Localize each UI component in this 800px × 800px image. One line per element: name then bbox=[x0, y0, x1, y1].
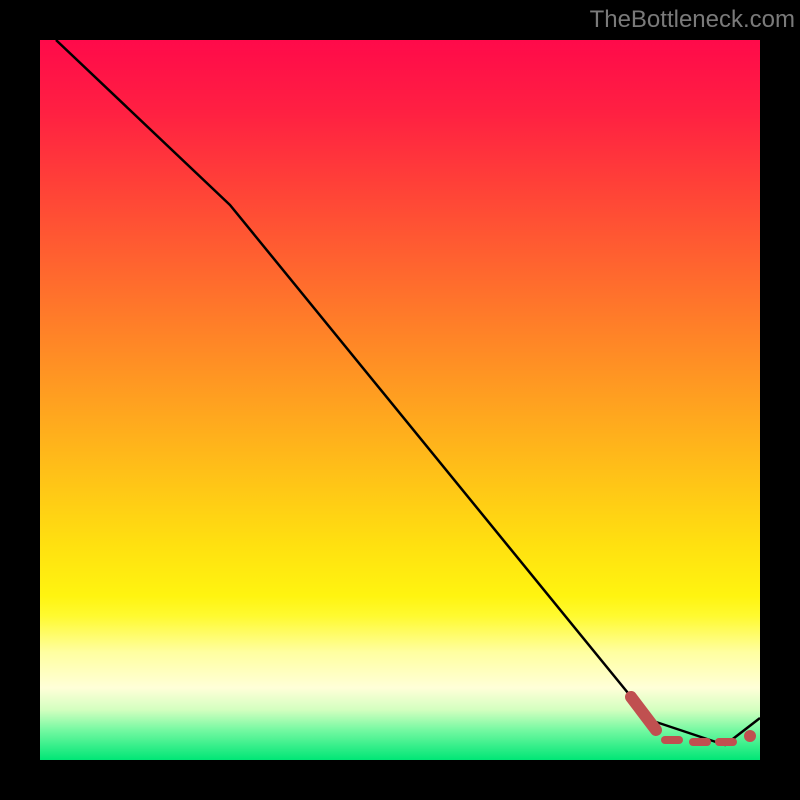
marker-dash bbox=[661, 736, 683, 744]
chart-container: TheBottleneck.com bbox=[0, 0, 800, 800]
marker-dash bbox=[689, 738, 711, 746]
watermark-text: TheBottleneck.com bbox=[590, 6, 795, 33]
marker-dot bbox=[744, 730, 756, 742]
gradient-chart: TheBottleneck.com bbox=[0, 0, 800, 800]
plot-gradient bbox=[40, 40, 760, 760]
marker-dash bbox=[715, 738, 737, 746]
